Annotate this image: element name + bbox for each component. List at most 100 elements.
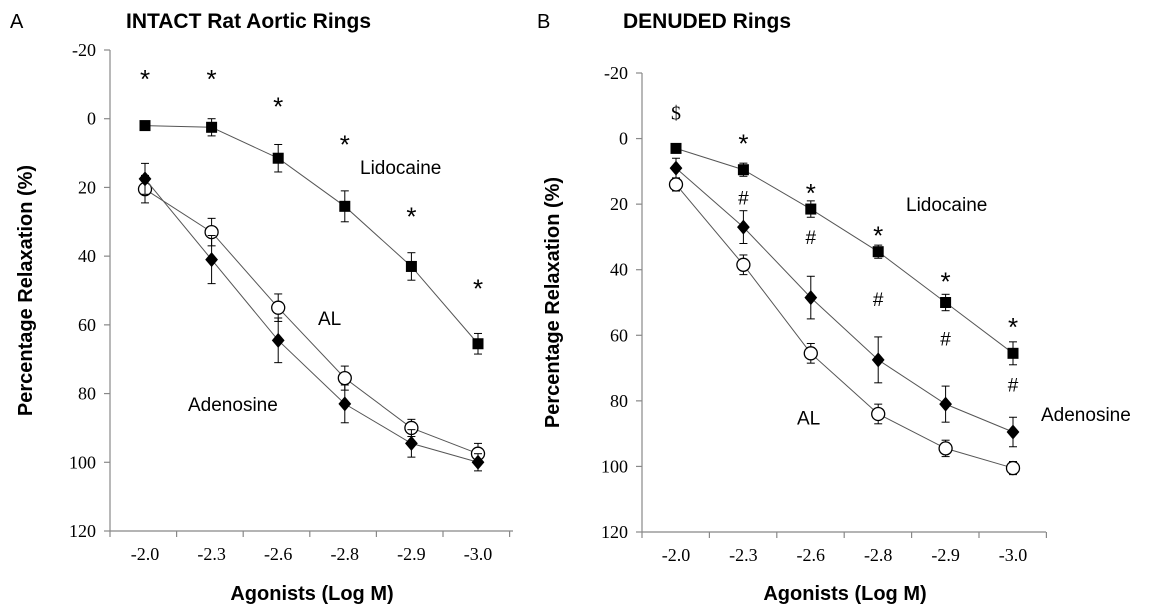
y-tick-label: 60 — [610, 325, 628, 345]
significance-asterisk: * — [806, 178, 816, 208]
al-marker-1 — [736, 257, 751, 272]
adenosine-line — [675, 167, 1014, 433]
series-adenosine — [669, 157, 1020, 448]
y-tick-label: 0 — [619, 129, 628, 149]
lidocaine-marker-3 — [339, 200, 351, 212]
series-label-adenosine: Adenosine — [188, 395, 278, 416]
series-al — [668, 177, 1021, 476]
panel-letter: B — [537, 11, 550, 33]
lidocaine-marker-2 — [272, 152, 284, 164]
adenosine-marker-2 — [271, 332, 285, 348]
y-tick-label: 80 — [78, 384, 96, 404]
significance-hash: # — [873, 290, 884, 311]
panel-b: B DENUDED Rings -20 0 20 40 60 80 100 120 -2.0 -2.3… — [537, 10, 1131, 605]
series-label-lidocaine: Lidocaine — [906, 195, 987, 216]
x-tick-label: -2.9 — [397, 544, 426, 564]
y-tick-label: 20 — [610, 194, 628, 214]
y-tick-label: 100 — [601, 456, 628, 476]
lidocaine-marker-5 — [1007, 347, 1019, 359]
x-tick-label: -2.8 — [864, 545, 893, 565]
chart-title: DENUDED Rings — [623, 10, 791, 33]
y-tick-label: 80 — [610, 391, 628, 411]
significance-asterisk: * — [1008, 312, 1018, 342]
x-tick-label: -2.6 — [264, 544, 293, 564]
y-axis-title: Percentage Relaxation (%) — [15, 165, 37, 416]
panel-letter: A — [10, 11, 24, 33]
y-tick-label: 40 — [78, 246, 96, 266]
series-al — [137, 174, 486, 465]
adenosine-marker-1 — [205, 252, 218, 268]
series-adenosine — [138, 162, 485, 472]
adenosine-marker-4 — [405, 435, 418, 451]
lidocaine-marker-0 — [670, 142, 682, 154]
significance-asterisk: * — [406, 201, 416, 231]
y-tick-label: 0 — [87, 109, 96, 129]
significance-asterisk: * — [340, 129, 350, 159]
y-tick-label: 120 — [601, 522, 628, 542]
panel-a: A INTACT Rat Aortic Rings -20 0 20 40 60 80 100 1… — [10, 10, 513, 605]
lidocaine-marker-0 — [139, 120, 151, 132]
al-marker-2 — [803, 346, 818, 361]
lidocaine-marker-5 — [472, 338, 484, 350]
y-tick-label: 40 — [610, 260, 628, 280]
y-tick-label: -20 — [72, 40, 96, 60]
y-tick-label: -20 — [604, 63, 628, 83]
significance-hash: # — [806, 228, 817, 249]
significance-asterisk: * — [140, 64, 150, 94]
significance-asterisk: * — [473, 274, 483, 304]
lidocaine-line — [144, 125, 479, 345]
al-line — [144, 188, 479, 455]
lidocaine-marker-4 — [940, 297, 952, 308]
series-label-al: AL — [797, 408, 820, 429]
x-tick-label: -3.0 — [464, 544, 493, 564]
adenosine-marker-0 — [138, 171, 152, 187]
x-tick-label: -2.0 — [131, 544, 160, 564]
series-label-lidocaine: Lidocaine — [360, 158, 441, 179]
adenosine-marker-2 — [804, 290, 818, 306]
al-marker-4 — [938, 441, 953, 456]
x-tick-label: -2.0 — [662, 545, 691, 565]
lidocaine-marker-1 — [206, 121, 218, 133]
x-tick-label: -2.8 — [331, 544, 360, 564]
lidocaine-marker-2 — [805, 203, 817, 215]
significance-asterisk: * — [873, 220, 883, 250]
series-label-adenosine: Adenosine — [1041, 405, 1131, 426]
adenosine-marker-3 — [338, 396, 352, 412]
al-marker-5 — [1005, 460, 1021, 476]
x-axis-title: Agonists (Log M) — [230, 583, 393, 605]
al-marker-0 — [668, 177, 684, 192]
significance-asterisk: * — [207, 64, 217, 94]
significance-asterisk: * — [941, 266, 951, 296]
y-tick-label: 20 — [78, 177, 96, 197]
lidocaine-marker-1 — [737, 164, 749, 176]
significance-hash: # — [1008, 375, 1019, 396]
series-label-al: AL — [318, 309, 341, 330]
adenosine-marker-5 — [471, 454, 485, 470]
adenosine-line — [144, 178, 479, 463]
al-marker-3 — [871, 406, 886, 422]
x-tick-label: -2.9 — [931, 545, 960, 565]
al-line — [675, 184, 1014, 469]
adenosine-marker-3 — [871, 352, 885, 368]
significance-hash: # — [940, 330, 951, 351]
significance-asterisk: * — [738, 129, 748, 159]
y-axis-title: Percentage Relaxation (%) — [542, 177, 564, 428]
lidocaine-line — [675, 147, 1014, 354]
lidocaine-marker-3 — [872, 246, 884, 258]
adenosine-marker-4 — [939, 396, 952, 412]
lidocaine-marker-4 — [405, 260, 417, 272]
al-marker-2 — [271, 300, 286, 315]
significance-dollar: $ — [671, 102, 681, 124]
y-tick-label: 60 — [78, 315, 96, 335]
y-tick-label: 100 — [69, 452, 96, 472]
x-tick-label: -2.6 — [797, 545, 826, 565]
chart-title: INTACT Rat Aortic Rings — [126, 10, 371, 33]
x-tick-label: -2.3 — [197, 544, 226, 564]
x-axis-title: Agonists (Log M) — [763, 583, 926, 605]
al-marker-3 — [337, 370, 352, 386]
x-tick-label: -2.3 — [729, 545, 758, 565]
adenosine-marker-0 — [669, 160, 683, 176]
series-lidocaine — [139, 118, 484, 355]
adenosine-marker-1 — [737, 219, 750, 235]
